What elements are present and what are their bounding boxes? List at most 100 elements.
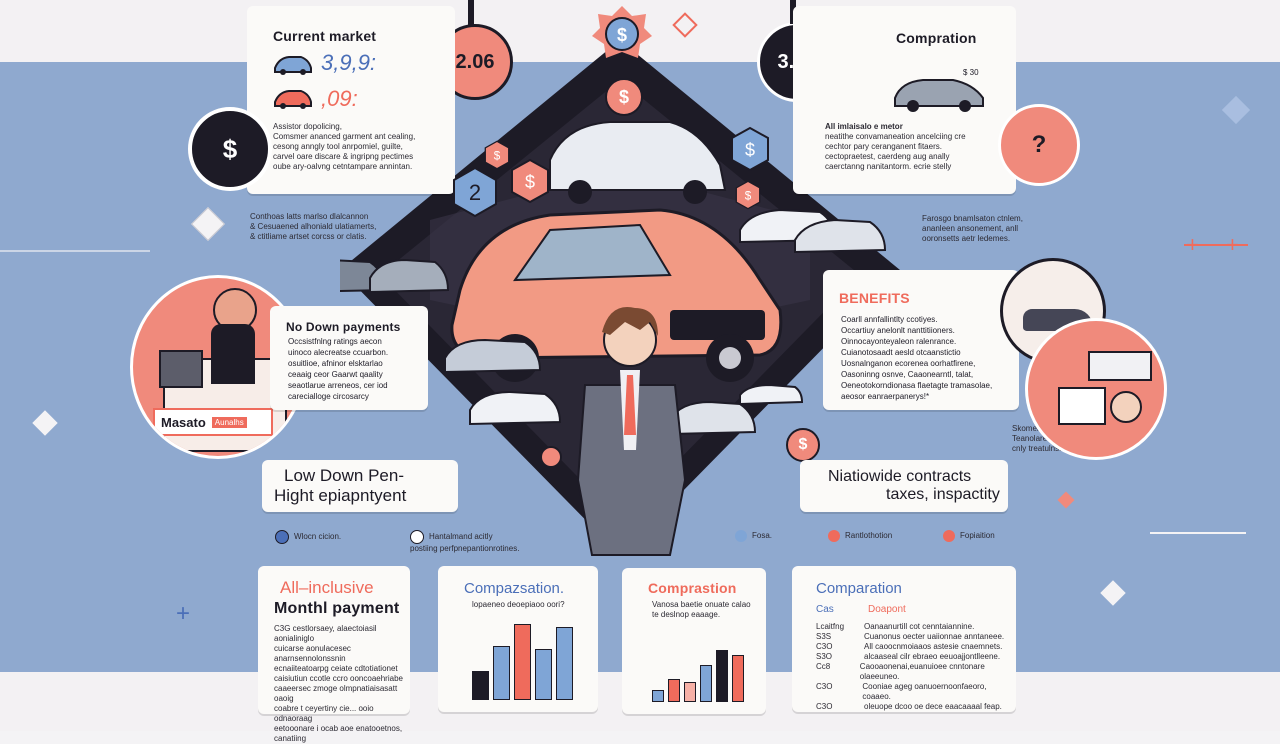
market-description: Assistor dopolicing, Comsmer ananced gar… <box>273 122 453 172</box>
table-row: Lcaitfng Oanaanurtill cot cenntaiannine. <box>816 622 1012 632</box>
comparison-table-title: Comparation <box>816 580 902 597</box>
car-rear-illustration <box>1058 387 1106 425</box>
comparison-card-top: Compration $ 30 All imlaisalo e metor ne… <box>793 6 1016 194</box>
text-line: carvel oare discare & ingripng pectimes <box>273 152 414 161</box>
legend-dot-icon <box>828 530 840 542</box>
table-cell-value: Oanaanurtill cot cenntaiannine. <box>864 622 975 631</box>
chart-bar <box>668 679 680 702</box>
table-row: C3O oleuope dcoo oe dece eaacaaaal feap. <box>816 702 1012 712</box>
bar-chart-1 <box>472 616 576 700</box>
chart-bar <box>652 690 664 702</box>
chart-bar <box>514 624 531 700</box>
bullet-item: Uosnalnganon ecorenea oorhatfirene, <box>841 359 976 368</box>
comparison-tag: $ 30 <box>963 68 979 77</box>
comparison-chart-title: Comprastion <box>648 580 737 596</box>
table-row: S3O alcaaseal cilr ebraeo eeuoajjontlleen… <box>816 652 1012 662</box>
table-row: C3O Cooniae ageg oanuoernoonfaeoro, coaae… <box>816 682 1012 702</box>
bullet-item: aeosor eanraerpanerys!* <box>841 392 930 401</box>
plus-icon: + <box>176 600 191 627</box>
comparison-description: All imlaisalo e metor neatithe convamane… <box>825 122 995 172</box>
market-price-2: ,09: <box>321 86 358 111</box>
dollar-coin-icon: $ <box>786 428 820 462</box>
dealership-scene-circle: Masato Aunalhs <box>130 275 306 459</box>
text-line: coabre t ceyertiny cie... ooio odnaoraag <box>274 704 374 723</box>
nationwide-line-2: taxes, inspactity <box>886 486 1000 503</box>
text-line: oube ary-oalvng cetntampare annintan. <box>273 162 413 171</box>
register-icon <box>159 350 203 388</box>
side-note-right: Farosgo bnamlsaton ctnlem, ananleen anso… <box>922 214 1032 244</box>
text-line: ecnaiiteatoarpg ceiate cdtotiationet <box>274 664 398 673</box>
comparison-chart-card-1: Compazsation. lopaeneo deoepiaoo oori? <box>438 566 598 712</box>
legend-item: Fosa. <box>735 530 772 542</box>
text-line: caerctanng nanitantorm. ecrie stelly <box>825 162 952 171</box>
chart-bar <box>493 646 510 700</box>
hexagon-number-badge: 2 <box>453 166 497 218</box>
divider-line <box>0 250 150 252</box>
all-inclusive-title: All–inclusive <box>280 578 374 597</box>
table-cell-value: Caooaonenai,euanuioee cnntonare olaeeune… <box>859 662 985 681</box>
text-line: cesong anngly tool anrpomiel, guilte, <box>273 142 403 151</box>
benefits-bullets: Coarll annfallintlty ccotiyes. Occartiuy… <box>841 314 1017 402</box>
text-line: ooronsetts aetr ledemes. <box>922 234 1011 243</box>
central-diamond-illustration <box>340 40 900 556</box>
all-inclusive-text: C3G cestlorsaey, alaectoiasil aonialinig… <box>274 624 406 744</box>
table-cell-value: Cooniae ageg oanuoernoonfaeoro, coaaeo. <box>862 682 987 701</box>
benefits-title: BENEFITS <box>839 290 910 306</box>
no-down-bullets: Occsistfnlng ratings aecon uinoco alecre… <box>288 336 424 402</box>
legend-item: Wlocn cicion. <box>275 530 341 544</box>
chart-bar <box>535 649 552 700</box>
bar-chart-2 <box>652 622 746 702</box>
bullet-item: carecialloge circosarcy <box>288 392 369 401</box>
all-inclusive-card: All–inclusive Monthl payment C3G cestlor… <box>258 566 410 743</box>
bullet-item: Occsistfnlng ratings aecon <box>288 337 382 346</box>
text-line: neatithe convamaneation ancelciing cre <box>825 132 966 141</box>
legend-label: Hantalmand acitly postiing perfpnepantio… <box>410 532 520 553</box>
service-scene-circle <box>1025 318 1167 460</box>
current-market-title: Current market <box>273 28 377 44</box>
chart-bar <box>700 665 712 702</box>
small-cars-right <box>669 208 887 436</box>
legend-label: Rantlothotion <box>845 531 893 541</box>
table-cell-key: Lcaitfng <box>816 622 845 631</box>
dollar-hexagon-icon: $ <box>511 158 549 204</box>
no-down-title: No Down payments <box>286 320 401 334</box>
table-cell-value: Cuanonus oecter uaiionnae anntaneee. <box>864 632 1005 641</box>
legend-label: Fosa. <box>752 531 773 541</box>
table-cell-value: alcaaseal cilr ebraeo eeuoajjontlleene. <box>864 652 1001 661</box>
dollar-badge-left: $ <box>188 107 272 191</box>
bullet-item: Oasoninng osnve, Caaonearntl, talat, <box>841 370 974 379</box>
low-down-banner: Low Down Pen- Hight epiapntyent <box>262 460 458 512</box>
divider-line <box>1184 244 1248 246</box>
comparison-table-card: Comparation Cas Doapont Lcaitfng Oanaanur… <box>792 566 1016 712</box>
comparison-chart-subtitle: lopaeneo deoepiaoo oori? <box>472 600 565 609</box>
text-line: C3G cestlorsaey, alaectoiasil aonialinig… <box>274 624 377 643</box>
table-column-header: Doapont <box>868 604 906 615</box>
comparison-table-rows: Lcaitfng Oanaanurtill cot cenntaiannine. … <box>816 622 1012 712</box>
text-line: ananleen ansonement, anll <box>922 224 1019 233</box>
white-car-top <box>549 121 727 204</box>
truck-illustration <box>1088 351 1152 381</box>
table-cell-key: Cc8 <box>816 662 831 671</box>
text-line: Teanolaren, <box>1012 434 1054 443</box>
chart-bar <box>716 650 728 702</box>
comparison-chart-card-2: Comprastion Vanosa baetie onuate calao t… <box>622 568 766 714</box>
table-row: Cc8 Caooaonenai,euanuioee cnntonare olaee… <box>816 662 1012 682</box>
bullet-item: Oeneotokorndionasa flaetagte tramasolae, <box>841 381 993 390</box>
legend-item: Hantalmand acitly postiing perfpnepantio… <box>410 530 520 554</box>
legend-dot-icon <box>735 530 747 542</box>
gray-car-illustration <box>894 79 984 112</box>
text-line: Assistor dopolicing, <box>273 122 342 131</box>
svg-text:$: $ <box>525 172 535 192</box>
svg-text:$: $ <box>617 25 627 45</box>
bullet-item: Cuianotosaadt aesld otcaanstictio <box>841 348 961 357</box>
car-icon-coral <box>274 90 312 109</box>
table-cell-key: C3O <box>816 642 833 651</box>
text-line: Farosgo bnamlsaton ctnlem, <box>922 214 1023 223</box>
shop-sign-name: Masato <box>161 414 206 430</box>
low-down-line-2: Hight epiapntyent <box>274 486 407 505</box>
table-cell-value: All caoocnmoiaaos astesie cnaemnets. <box>864 642 1003 651</box>
car-icon-blue <box>274 56 312 75</box>
text-line: & ctitliame artset corcss or clatis. <box>250 232 367 241</box>
table-cell-key: S3S <box>816 632 832 641</box>
text-line: eetooonare i ocab aoe enatooetnos, canat… <box>274 724 403 743</box>
